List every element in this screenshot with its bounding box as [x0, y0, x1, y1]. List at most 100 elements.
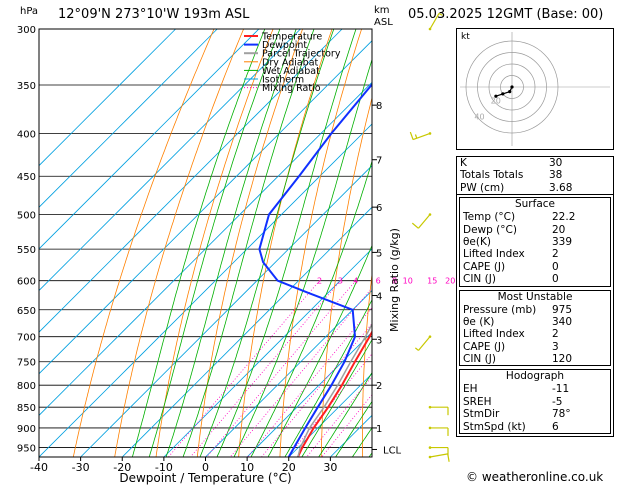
x-tick-label: -10	[155, 461, 173, 474]
legend-entry: Isotherm	[262, 75, 304, 86]
wet-adiabat-line	[199, 29, 335, 457]
wind-barb-base	[428, 405, 432, 409]
series-dewpoint	[258, 82, 372, 457]
wind-barb-staff	[417, 214, 431, 229]
isotherm-line	[39, 29, 260, 250]
wind-barb-flag	[411, 222, 419, 229]
wind-barb-flag	[409, 131, 414, 140]
datetime-title: 05.03.2025 12GMT (Base: 00)	[408, 7, 604, 22]
x-tick-label: -30	[72, 461, 90, 474]
x-tick-label: 20	[282, 461, 296, 474]
dry-adiabat-line	[279, 29, 362, 457]
pressure-tick-label: 700	[17, 333, 36, 344]
hodograph-section: Hodograph EH -11 SREH -5 StmDir 78° StmSpd …	[459, 369, 611, 435]
mixing-ratio-line	[206, 280, 357, 457]
hodograph-ring-label: 40	[474, 113, 484, 122]
isotherm-line	[39, 29, 301, 292]
hodograph-ring-label: 20	[491, 96, 501, 105]
index-row-pw: PW (cm) 3.68	[460, 181, 573, 194]
hodograph-title: Hodograph	[505, 370, 565, 383]
hodograph-point	[494, 94, 498, 98]
credit-footer: © weatheronline.co.uk	[466, 470, 604, 484]
wind-barb-base	[428, 335, 432, 338]
wet-adiabat-line	[182, 29, 315, 457]
legend-entry: Dry Adiabat	[262, 57, 319, 68]
x-tick-label: -40	[30, 461, 48, 474]
wind-barb-flag	[414, 134, 418, 139]
surface-section: Surface Temp (°C) 22.2 Dewp (°C) 20 θe(K) 3…	[459, 197, 611, 287]
wind-barb-flag	[414, 347, 419, 351]
legend-entry: Dewpoint	[262, 40, 307, 51]
x-axis-label: Dewpoint / Temperature (°C)	[119, 471, 291, 485]
wind-barb	[409, 131, 432, 141]
altitude-unit-km: km	[374, 5, 390, 16]
index-row-totals: Totals Totals 38	[460, 169, 563, 182]
mixing-ratio-line	[287, 353, 372, 457]
background-lines	[39, 29, 372, 457]
altitude-tick-label: 8	[376, 101, 382, 112]
hodograph-unit-label: kt	[461, 32, 470, 42]
wind-barb-staff	[429, 13, 440, 30]
x-tick-label: 30	[323, 461, 337, 474]
pressure-tick-label: 850	[17, 403, 36, 414]
wind-barb-flag	[438, 12, 443, 16]
x-tick-label: -20	[113, 461, 131, 474]
mixing-ratio-label: 6	[376, 277, 381, 286]
profile-series	[258, 82, 372, 457]
mixing-ratio-line	[321, 394, 372, 457]
mixing-ratio-label: 2	[317, 277, 322, 286]
wind-barb-base	[428, 446, 432, 449]
dry-adiabat-line	[196, 29, 303, 457]
wet-adiabat-line	[148, 29, 281, 457]
surface-title: Surface	[514, 198, 555, 211]
mixing-ratio-axis-label: Mixing Ratio (g/kg)	[388, 228, 401, 332]
hodograph-ring	[500, 75, 524, 99]
index-row-k: K 30	[460, 157, 563, 169]
wind-barb-base	[428, 455, 432, 459]
pressure-tick-label: 400	[17, 129, 36, 140]
wet-adiabat-line	[250, 159, 372, 457]
altitude-tick-label: LCL	[383, 445, 402, 456]
mixing-ratio-line	[247, 307, 372, 457]
x-tick-label: 0	[202, 461, 209, 474]
pressure-tick-label: 800	[17, 381, 36, 392]
legend-entry: Temperature	[261, 32, 322, 43]
dry-adiabat-line	[238, 29, 333, 457]
pressure-tick-label: 550	[17, 245, 36, 256]
pressure-tick-label: 300	[17, 25, 36, 36]
wet-adiabat-line	[284, 298, 372, 457]
altitude-unit-asl: ASL	[374, 17, 393, 28]
pressure-tick-label: 350	[17, 81, 36, 92]
altitude-tick-label: 5	[376, 248, 382, 259]
wet-adiabat-line	[216, 29, 357, 457]
legend-entry: Mixing Ratio	[262, 83, 321, 94]
hodograph-point	[510, 85, 514, 89]
location-title: 12°09'N 273°10'W 193m ASL	[58, 7, 250, 22]
wind-barb-base	[428, 27, 432, 31]
pressure-tick-label: 950	[17, 444, 36, 455]
pressure-tick-label: 600	[17, 277, 36, 288]
hodograph: kt 20 40	[456, 28, 614, 150]
wind-barb-staff	[417, 336, 431, 351]
wind-barb-base	[428, 132, 432, 135]
altitude-tick-label: 7	[376, 156, 382, 167]
wet-adiabat-line	[318, 371, 372, 457]
mixing-ratio-label: 3	[338, 277, 343, 286]
x-tick-label: 10	[240, 461, 254, 474]
hodograph-ring	[477, 52, 547, 122]
isotherm-line	[39, 81, 372, 416]
wet-adiabat-line	[233, 58, 372, 457]
mixing-ratio-label: 15	[427, 277, 437, 286]
legend-entry: Parcel Trajectory	[262, 49, 341, 60]
pressure-tick-label: 900	[17, 424, 36, 435]
pressure-tick-label: 450	[17, 172, 36, 183]
wind-barb-flag	[447, 453, 450, 462]
isotherm-line	[39, 40, 372, 375]
wet-adiabat-line	[267, 244, 372, 457]
dry-adiabat-line	[155, 29, 274, 457]
altitude-tick-label: 2	[376, 381, 382, 392]
isotherm-line	[39, 29, 176, 167]
isotherm-line	[39, 29, 218, 208]
wind-barb	[411, 213, 432, 229]
